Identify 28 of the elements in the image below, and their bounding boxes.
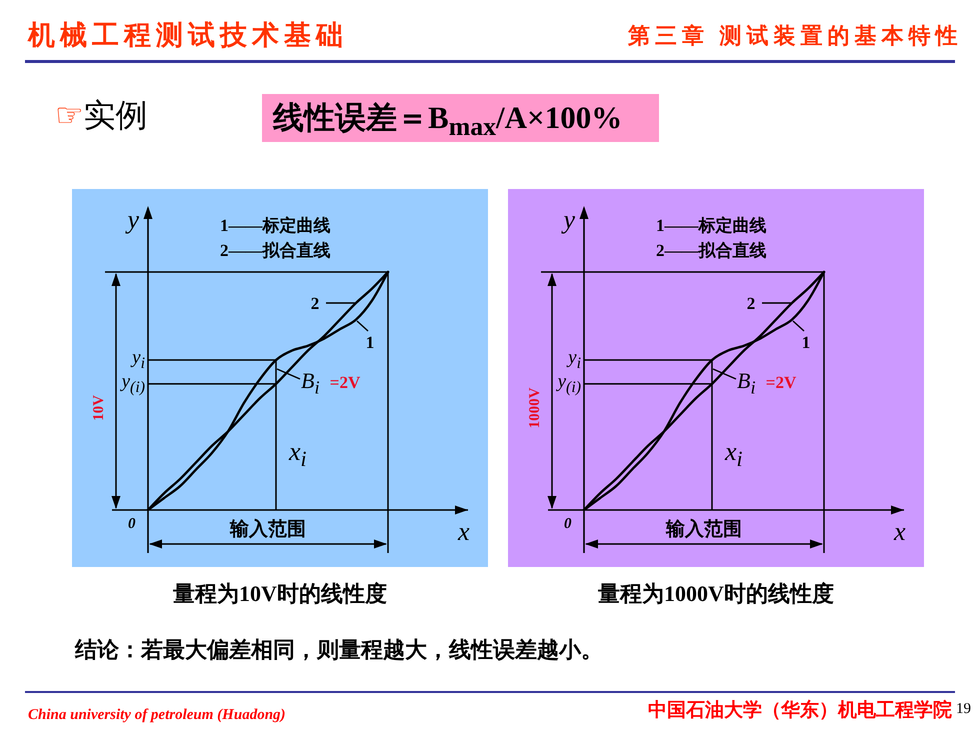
text: 结论：若最大偏差相同，则量程越大，线性误差越小。 — [75, 637, 603, 662]
text: 输入范围 — [229, 518, 306, 540]
text: 机械工程测试技术基础 — [28, 20, 348, 50]
text: 2——拟合直线 — [220, 241, 330, 260]
text: 19 — [956, 701, 971, 717]
text: 10V — [91, 394, 107, 421]
text: 1——标定曲线 — [656, 216, 766, 235]
text: 中国石油大学（华东）机电工程学院 — [648, 700, 952, 721]
ref-line-label: y$_{i}$ — [132, 347, 145, 372]
ref-line-label: y$_{(i)}$ — [558, 370, 581, 396]
y-axis-title: y — [560, 205, 576, 234]
ref-line-label: y$_{i}$ — [568, 347, 581, 372]
text: 量程为1000V时的线性度 — [598, 581, 834, 606]
text: 输入范围 — [665, 518, 742, 540]
text: 第三章 测试装置的基本特性 — [628, 23, 962, 48]
text: 量程为10V时的线性度 — [173, 581, 387, 606]
text: 线性误差＝B$_{max}$/A×100% — [273, 100, 622, 142]
text: 1000V — [527, 387, 543, 428]
text: 1——标定曲线 — [220, 216, 330, 235]
ref-line-label: y$_{(i)}$ — [122, 370, 145, 396]
text: 0 — [564, 516, 572, 532]
text: ☞实例 — [55, 97, 148, 133]
text: 2——拟合直线 — [656, 241, 766, 260]
x-axis-title: x — [893, 517, 906, 546]
text: 0 — [128, 516, 136, 532]
text: China university of petroleum (Huadong) — [28, 707, 286, 723]
x-axis-title: x — [457, 517, 470, 546]
y-axis-title: y — [124, 205, 140, 234]
